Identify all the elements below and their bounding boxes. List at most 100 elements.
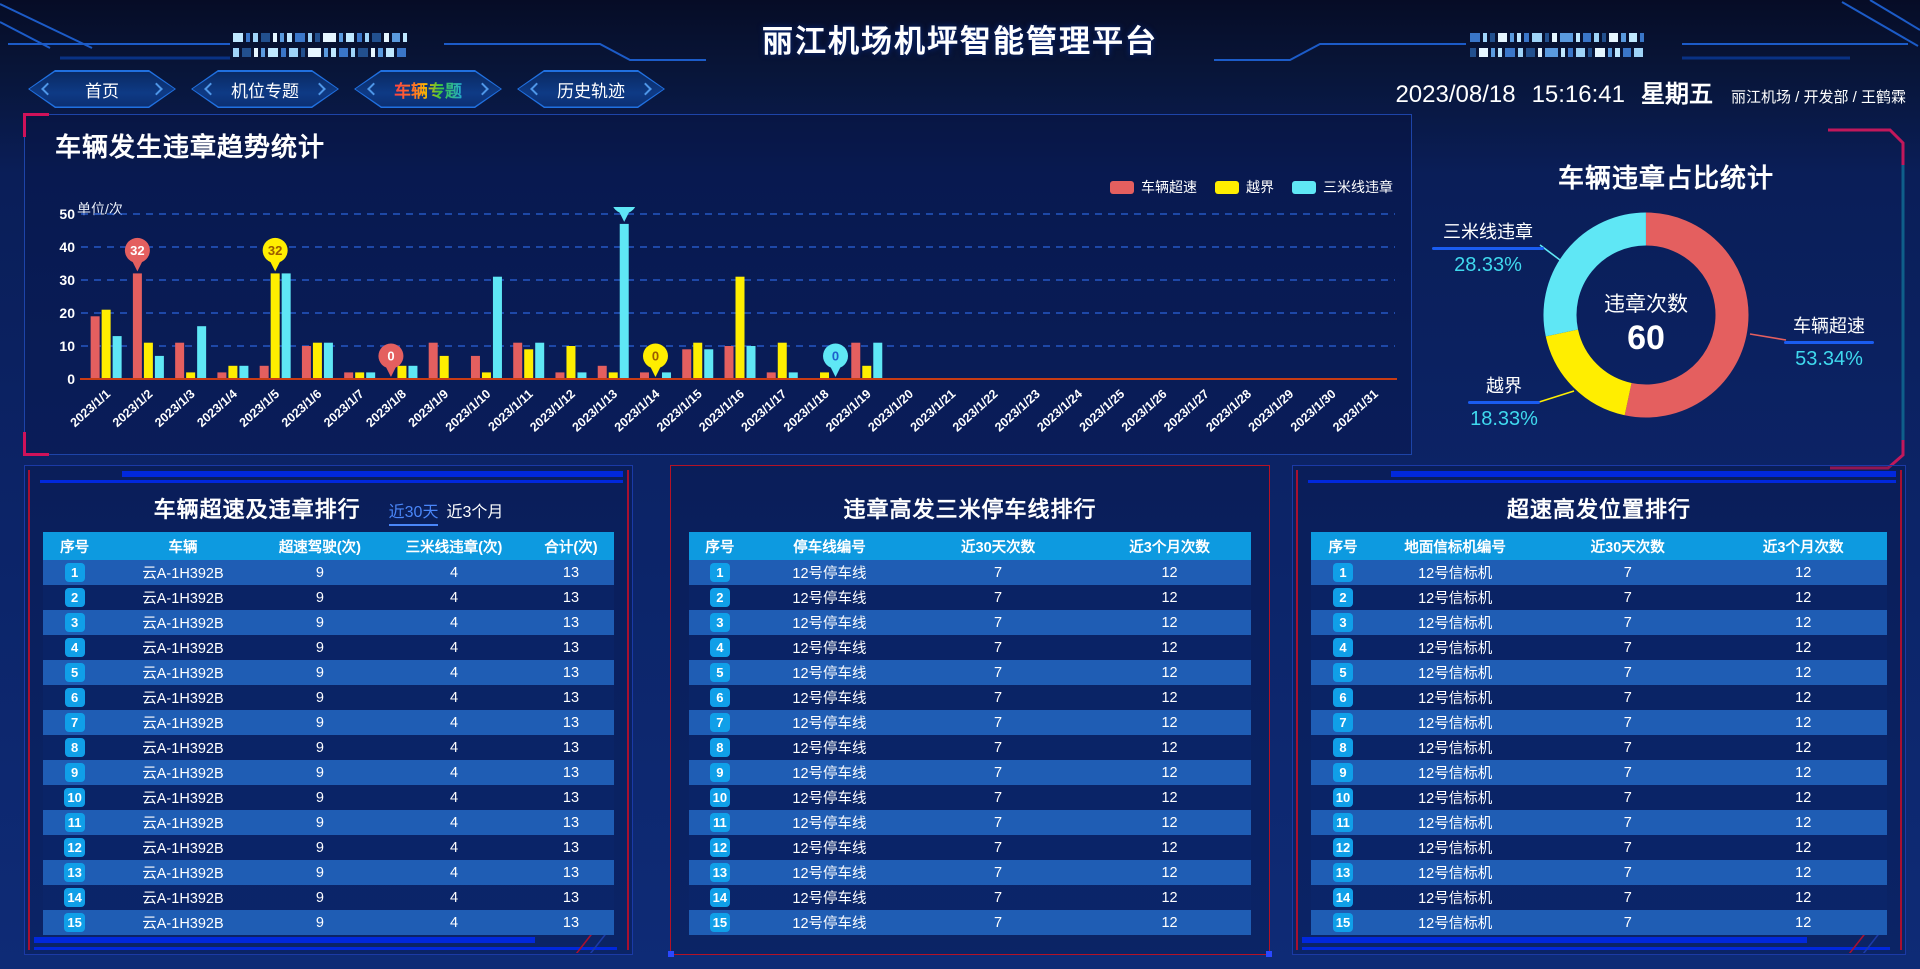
rank-index-badge: 5: [709, 663, 730, 682]
table-row: 1 12号信标机 7 12: [1311, 560, 1887, 585]
rank-index-cell: 7: [43, 710, 106, 735]
legend-item[interactable]: 三米线违章: [1292, 177, 1393, 197]
deco-bar: [122, 471, 623, 477]
nav-tab-0[interactable]: 首页: [28, 70, 176, 108]
legend-swatch: [1110, 180, 1134, 194]
data-cell: 7: [1623, 714, 1632, 731]
violation-ratio-donut-chart: 违章次数 60: [1535, 212, 1787, 418]
table-row: 15 12号信标机 7 12: [1311, 910, 1887, 935]
svg-text:2023/1/23: 2023/1/23: [992, 387, 1043, 435]
data-cell: 12号停车线: [792, 866, 867, 882]
column-header: 车辆: [105, 532, 260, 560]
svg-text:2023/1/16: 2023/1/16: [696, 387, 747, 435]
range-tab-1[interactable]: 近3个月: [446, 504, 504, 521]
deco-dot-row: [1470, 48, 1644, 57]
rank-index-badge: 14: [1332, 888, 1354, 907]
rank-index-cell: 3: [1311, 610, 1374, 635]
rank-index-cell: 9: [1311, 760, 1374, 785]
data-cell: 7: [994, 789, 1003, 806]
rank-index-cell: 14: [1311, 885, 1374, 910]
data-cell: 12号信标机: [1418, 816, 1493, 832]
data-cell: 7: [1623, 739, 1632, 756]
nav-tab-1[interactable]: 机位专题: [191, 70, 339, 108]
rank-index-cell: 11: [1311, 810, 1374, 835]
rank-index-badge: 8: [64, 738, 85, 757]
table-row: 3 12号信标机 7 12: [1311, 610, 1887, 635]
data-cell: 7: [1623, 764, 1632, 781]
legend-item[interactable]: 车辆超速: [1110, 177, 1197, 197]
trend-panel-title: 车辆发生违章趋势统计: [55, 132, 326, 162]
nav-tab-2[interactable]: 车辆专题: [354, 70, 502, 108]
data-cell: 9: [315, 889, 324, 906]
data-cell: 9: [315, 789, 324, 806]
range-tab-0[interactable]: 近30天: [388, 504, 439, 526]
svg-text:2023/1/29: 2023/1/29: [1246, 387, 1297, 435]
data-cell: 云A-1H392B: [142, 791, 224, 807]
deco-dot-row: [1470, 33, 1644, 42]
corner-accent: [23, 432, 49, 456]
series-0: [90, 273, 861, 379]
legend-item[interactable]: 越界: [1215, 177, 1274, 197]
table-row: 8 12号停车线 7 12: [688, 735, 1252, 760]
rank-index-badge: 14: [64, 888, 85, 907]
red-edge-accent: [28, 470, 30, 950]
data-cell: 9: [315, 739, 324, 756]
data-cell: 12号信标机: [1418, 791, 1493, 807]
data-cell: 7: [1623, 639, 1632, 656]
data-cell: 4: [449, 589, 459, 606]
rank-index-cell: 2: [689, 585, 751, 610]
svg-text:2023/1/11: 2023/1/11: [486, 387, 536, 434]
data-cell: 12号停车线: [792, 716, 867, 732]
data-cell: 云A-1H392B: [142, 866, 224, 882]
nav-tab-3[interactable]: 历史轨迹: [517, 70, 665, 108]
data-cell: 4: [449, 889, 459, 906]
rank-index-badge: 5: [1332, 663, 1353, 682]
rank-index-cell: 1: [43, 560, 106, 585]
data-cell: 7: [994, 814, 1003, 831]
table-row: 2 12号信标机 7 12: [1311, 585, 1887, 610]
table-row: 9 12号信标机 7 12: [1311, 760, 1887, 785]
data-cell: 12号信标机: [1418, 716, 1493, 732]
data-cell: 7: [1623, 789, 1632, 806]
data-cell: 12号停车线: [792, 691, 867, 707]
table-row: 14 云A-1H392B 9 4 13: [43, 885, 614, 910]
data-cell: 12: [1161, 864, 1178, 881]
column-header: 近3个月次数: [1719, 532, 1887, 560]
table-row: 13 12号停车线 7 12: [688, 860, 1252, 885]
table-row: 10 云A-1H392B 9 4 13: [43, 785, 614, 810]
data-cell: 9: [315, 564, 324, 581]
rank-index-badge: 9: [64, 763, 85, 782]
data-cell: 7: [1623, 614, 1632, 631]
rank-index-cell: 8: [689, 735, 751, 760]
deco-bar: [1308, 480, 1896, 483]
data-cell: 12: [1161, 914, 1178, 931]
data-cell: 7: [994, 764, 1003, 781]
data-cell: 云A-1H392B: [142, 591, 224, 607]
rank-index-cell: 14: [689, 885, 751, 910]
label-connector: [1535, 390, 1575, 404]
rank-index-cell: 1: [1311, 560, 1374, 585]
table-row: 15 云A-1H392B 9 4 13: [43, 910, 614, 935]
data-cell: 云A-1H392B: [142, 641, 224, 657]
data-cell: 7: [1623, 864, 1632, 881]
donut-label-overspeed: 车辆超速 53.34%: [1784, 312, 1874, 371]
data-cell: 12号信标机: [1418, 866, 1493, 882]
data-cell: 4: [449, 914, 459, 931]
rank-index-badge: 5: [64, 663, 85, 682]
data-cell: 13: [562, 564, 580, 581]
data-cell: 7: [1623, 914, 1632, 931]
data-cell: 12号信标机: [1418, 666, 1493, 682]
data-cell: 12号停车线: [792, 566, 867, 582]
data-cell: 云A-1H392B: [142, 666, 224, 682]
data-cell: 4: [449, 664, 459, 681]
deco-bar: [1302, 937, 1808, 943]
bar-series: [90, 223, 883, 379]
table-row: 14 12号停车线 7 12: [688, 885, 1252, 910]
rank-index-cell: 9: [43, 760, 106, 785]
corner-dot: [668, 951, 674, 957]
data-cell: 12号停车线: [792, 741, 867, 757]
table-row: 4 12号停车线 7 12: [688, 635, 1252, 660]
svg-text:47: 47: [617, 207, 631, 208]
data-cell: 12: [1795, 864, 1812, 881]
rank-index-badge: 1: [64, 563, 85, 582]
